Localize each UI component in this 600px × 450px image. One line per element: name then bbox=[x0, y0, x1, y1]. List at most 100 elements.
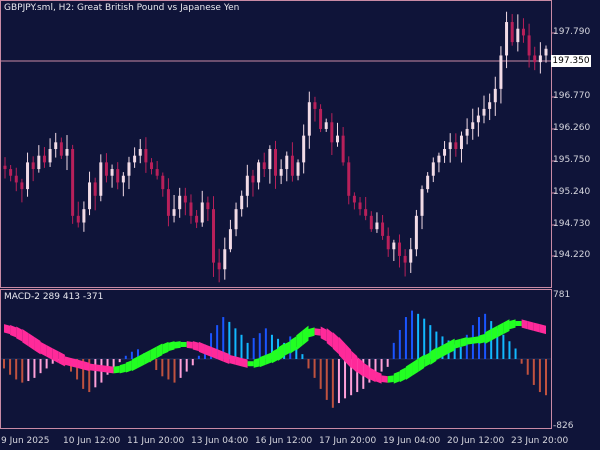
macd-signal-segment bbox=[89, 363, 96, 371]
candle-body bbox=[533, 55, 537, 63]
macd-signal-segment bbox=[405, 362, 413, 380]
price-label-6: 195.240 bbox=[553, 187, 591, 197]
macd-signal-segment bbox=[247, 361, 254, 367]
candle-body bbox=[290, 155, 294, 176]
candle-body bbox=[150, 162, 154, 170]
candle-body bbox=[212, 209, 216, 263]
candle-body bbox=[369, 215, 373, 230]
macd-signal-segment bbox=[204, 344, 212, 357]
candle-body bbox=[505, 22, 509, 56]
candle-body bbox=[144, 149, 148, 163]
macd-signal-segment bbox=[52, 348, 59, 364]
candle-body bbox=[459, 135, 463, 150]
macd-signal-segment bbox=[442, 341, 449, 357]
candle-body bbox=[279, 169, 283, 176]
candle-body bbox=[127, 162, 131, 176]
candle-body bbox=[510, 22, 514, 43]
candle-body bbox=[3, 165, 7, 170]
macd-signal-segment bbox=[503, 319, 510, 335]
macd-signal-segment bbox=[424, 352, 431, 368]
macd-signal-segment bbox=[180, 341, 187, 347]
macd-signal-segment bbox=[479, 333, 486, 344]
candles-layer bbox=[3, 11, 548, 283]
chart-title: GBPJPY.sml, H2: Great British Pound vs J… bbox=[4, 3, 240, 13]
time-label-6: 17 Jun 20:00 bbox=[319, 436, 377, 446]
macd-signal-segment bbox=[338, 336, 346, 362]
macd-signal-segment bbox=[156, 343, 163, 359]
macd-signal-segment bbox=[369, 367, 376, 383]
candle-body bbox=[319, 108, 323, 129]
macd-signal-segment bbox=[454, 338, 461, 349]
macd-signal-segment bbox=[144, 349, 151, 365]
macd-signal-segment bbox=[521, 319, 528, 330]
macd-signal-segment bbox=[381, 375, 388, 383]
candle-body bbox=[166, 189, 170, 216]
macd-signal-segment bbox=[412, 358, 419, 376]
candle-body bbox=[240, 195, 244, 210]
candle-body bbox=[183, 195, 187, 203]
candle-body bbox=[352, 195, 356, 203]
macd-signal-segment bbox=[77, 359, 84, 370]
macd-signal-segment bbox=[393, 371, 400, 384]
candle-body bbox=[245, 175, 249, 196]
time-label-2: 10 Jun 12:00 bbox=[63, 436, 121, 446]
macd-signal-layer bbox=[4, 319, 546, 384]
candle-body bbox=[20, 182, 24, 190]
candle-body bbox=[482, 108, 486, 116]
candle-body bbox=[465, 128, 469, 136]
candle-body bbox=[471, 122, 475, 129]
macd-signal-segment bbox=[418, 354, 425, 372]
macd-signal-segment bbox=[192, 341, 199, 352]
time-label-8: 20 Jun 12:00 bbox=[447, 436, 505, 446]
time-label-3: 11 Jun 20:00 bbox=[127, 436, 185, 446]
candle-body bbox=[274, 149, 277, 176]
macd-signal-segment bbox=[241, 357, 248, 368]
candle-body bbox=[93, 182, 97, 196]
macd-signal-segment bbox=[497, 322, 504, 338]
macd-signal-segment bbox=[509, 319, 516, 330]
candle-body bbox=[172, 209, 176, 216]
macd-signal-segment bbox=[533, 322, 540, 333]
macd-signal-segment bbox=[113, 365, 120, 374]
macd-signal-segment bbox=[10, 324, 17, 338]
candle-body bbox=[26, 162, 30, 190]
candle-body bbox=[285, 155, 289, 170]
indicator-frame bbox=[0, 289, 552, 429]
price-label-5: 195.750 bbox=[553, 155, 591, 165]
candle-body bbox=[262, 162, 266, 170]
candle-body bbox=[206, 202, 210, 210]
macd-signal-segment bbox=[70, 357, 78, 368]
macd-signal-segment bbox=[448, 338, 455, 354]
price-label-1: 197.790 bbox=[553, 27, 591, 37]
time-label-7: 19 Jun 04:00 bbox=[383, 436, 441, 446]
candle-body bbox=[14, 175, 18, 183]
candle-body bbox=[200, 202, 204, 223]
axis-ticks bbox=[552, 32, 556, 257]
candle-body bbox=[48, 149, 52, 163]
macd-signal-segment bbox=[515, 321, 522, 327]
macd-signal-segment bbox=[539, 324, 546, 335]
macd-signal-segment bbox=[284, 341, 291, 356]
candle-body bbox=[161, 175, 165, 190]
macd-signal-segment bbox=[223, 351, 230, 364]
candle-body bbox=[437, 155, 441, 163]
candle-body bbox=[414, 215, 418, 250]
price-label-7: 194.730 bbox=[553, 219, 591, 229]
candle-body bbox=[375, 222, 379, 230]
candle-body bbox=[347, 162, 351, 196]
candle-body bbox=[121, 175, 125, 183]
macd-signal-segment bbox=[308, 327, 315, 338]
macd-signal-segment bbox=[22, 328, 29, 347]
time-label-9: 23 Jun 20:00 bbox=[511, 436, 569, 446]
candle-body bbox=[358, 202, 362, 210]
macd-signal-segment bbox=[472, 336, 480, 344]
macd-signal-segment bbox=[162, 341, 169, 355]
candle-body bbox=[426, 175, 430, 190]
macd-signal-segment bbox=[357, 357, 364, 377]
candle-body bbox=[538, 55, 542, 63]
candle-body bbox=[268, 149, 272, 170]
macd-signal-segment bbox=[137, 353, 145, 368]
macd-signal-segment bbox=[58, 351, 65, 367]
macd-signal-segment bbox=[460, 337, 467, 348]
